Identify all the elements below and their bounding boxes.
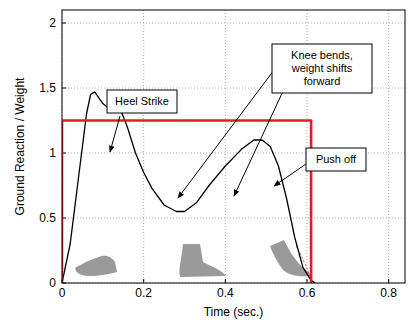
x-axis-label: Time (sec.) bbox=[204, 305, 264, 319]
grid-line-x bbox=[143, 10, 144, 283]
tick-x bbox=[225, 279, 226, 283]
series-line bbox=[62, 121, 311, 284]
grid-line-y bbox=[62, 23, 405, 24]
tick-label-y: 0.5 bbox=[39, 211, 56, 225]
plot-background bbox=[62, 10, 405, 283]
chart-svg: 0 0.2 0.4 0.6 0.8 0 0.5 1 1.5 2 Time (sec.) Ground … bbox=[0, 0, 409, 324]
annotation-arrow bbox=[110, 116, 120, 152]
annotation-box bbox=[306, 148, 366, 171]
annotation-text: weight shifts bbox=[291, 62, 353, 74]
tick-label-x: 0.8 bbox=[380, 286, 397, 300]
annotation-box bbox=[272, 44, 372, 93]
grid-line-y bbox=[62, 218, 405, 219]
tick-label-y: 1 bbox=[49, 146, 56, 160]
tick-x bbox=[307, 279, 308, 283]
annotation-box bbox=[107, 90, 177, 113]
tick-label-y: 1.5 bbox=[39, 81, 56, 95]
annotation-arrow bbox=[178, 70, 274, 198]
foot-heel-strike bbox=[75, 256, 117, 276]
foot-flat bbox=[179, 244, 226, 277]
annotation-text: Heel Strike bbox=[115, 95, 169, 107]
grid-line-x bbox=[388, 10, 389, 283]
tick-y bbox=[62, 88, 66, 89]
tick-x bbox=[388, 279, 389, 283]
tick-label-x: 0.6 bbox=[299, 286, 316, 300]
data-group bbox=[62, 92, 315, 283]
annotation-text: Push off bbox=[316, 153, 357, 165]
foot-icons bbox=[75, 240, 312, 277]
annotation-text: Knee bends, bbox=[291, 49, 353, 61]
annotation-arrow bbox=[234, 87, 285, 196]
plot-frame bbox=[62, 10, 405, 283]
tick-label-x: 0 bbox=[59, 286, 66, 300]
tick-label-y: 2 bbox=[49, 16, 56, 30]
tick-label-y: 0 bbox=[49, 276, 56, 290]
grid-line-x bbox=[225, 10, 226, 283]
annotation-text: forward bbox=[304, 75, 341, 87]
tick-y bbox=[62, 23, 66, 24]
tick-label-x: 0.2 bbox=[135, 286, 152, 300]
tick-x bbox=[143, 279, 144, 283]
tick-label-x: 0.4 bbox=[217, 286, 234, 300]
chart-container: 0 0.2 0.4 0.6 0.8 0 0.5 1 1.5 2 Time (sec.) Ground … bbox=[0, 0, 409, 324]
series-line bbox=[62, 92, 315, 283]
y-axis-label: Ground Reaction / Weight bbox=[13, 77, 27, 216]
annotation-arrow bbox=[274, 164, 306, 186]
